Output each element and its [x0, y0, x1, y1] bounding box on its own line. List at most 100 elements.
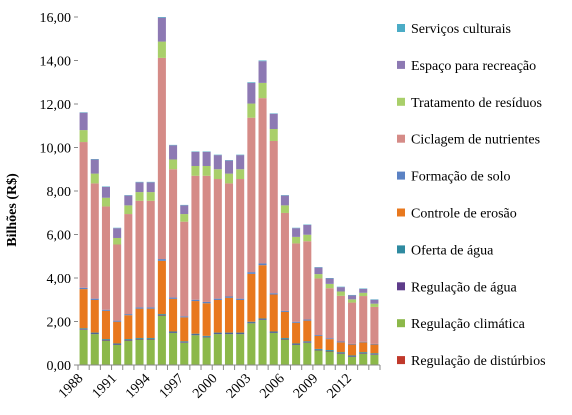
bar-segment — [280, 338, 289, 339]
bar-segment — [348, 344, 357, 356]
bar-segment — [146, 192, 155, 201]
bar-segment — [124, 315, 133, 340]
bar-segment — [213, 332, 222, 334]
bar-segment — [101, 339, 110, 340]
bar-segment — [359, 352, 368, 354]
bar-segment — [303, 320, 312, 342]
bar-segment — [236, 298, 245, 300]
bar-segment — [336, 353, 345, 354]
x-tick-label: 2006 — [257, 371, 287, 401]
bar-segment — [247, 82, 256, 104]
bar-segment — [113, 237, 122, 245]
y-axis-label: Bilhões (R$) — [5, 173, 20, 247]
bar-segment — [180, 341, 189, 343]
y-tick-label: 6,00 — [47, 229, 72, 244]
bar-segment — [336, 295, 345, 342]
bar-segment — [157, 315, 166, 365]
bar-segment — [113, 228, 122, 238]
bar-segment — [314, 348, 323, 350]
bar-segment — [236, 334, 245, 365]
legend-swatch — [397, 245, 405, 254]
bar-segment — [146, 308, 155, 339]
bar-segment — [213, 169, 222, 180]
bar-segment — [280, 205, 289, 213]
bar-segment — [258, 319, 267, 365]
bar-segment — [336, 342, 345, 353]
bar-segment — [101, 197, 110, 207]
bar-segment — [90, 334, 99, 365]
bar-segment — [269, 140, 278, 294]
bar-segment — [124, 314, 133, 316]
y-tick-label: 8,00 — [47, 185, 72, 200]
bar-segment — [269, 129, 278, 141]
x-tick-label: 2009 — [291, 371, 321, 401]
bar-segment — [325, 338, 334, 340]
legend-label: Oferta de água — [411, 243, 494, 258]
legend-swatch — [397, 319, 405, 328]
x-tick-label: 1988 — [56, 371, 86, 401]
legend-label: Formação de solo — [411, 170, 511, 185]
bar-segment — [180, 342, 189, 343]
bar-segment — [325, 288, 334, 339]
legend-swatch — [397, 97, 405, 106]
bar-segment — [124, 214, 133, 315]
bar-segment — [292, 322, 301, 344]
bar-segment — [90, 183, 99, 299]
bar-segment — [169, 297, 178, 299]
bar-segment — [314, 278, 323, 335]
legend-swatch — [397, 134, 405, 143]
bar-segment — [370, 353, 379, 355]
bar-segment — [135, 182, 144, 193]
bar-segment — [280, 212, 289, 311]
bar-segment — [348, 356, 357, 357]
bar-segment — [280, 310, 289, 312]
bar-segment — [191, 301, 200, 334]
y-tick-label: 2,00 — [47, 316, 72, 331]
bar-segment — [101, 339, 110, 341]
bar-segment — [157, 314, 166, 316]
bar-segment — [191, 299, 200, 302]
bar-segment — [180, 317, 189, 342]
bar-segment — [258, 60, 267, 62]
bar-segment — [101, 340, 110, 365]
y-tick-label: 12,00 — [40, 98, 72, 113]
bar-segment — [79, 112, 88, 131]
bar-segment — [348, 343, 357, 345]
bar-segment — [202, 175, 211, 302]
bar-segment — [359, 353, 368, 354]
bar-segment — [292, 236, 301, 244]
bar-segment — [292, 228, 301, 237]
bar-segment — [180, 214, 189, 222]
bar-segment — [269, 332, 278, 334]
bar-segment — [90, 298, 99, 300]
y-tick-label: 10,00 — [40, 142, 72, 157]
bar-segment — [325, 339, 334, 350]
bar-segment — [146, 182, 155, 193]
bar-segment — [314, 274, 323, 279]
bar-segment — [269, 294, 278, 332]
y-tick-label: 0,00 — [47, 359, 72, 374]
bar-segment — [247, 82, 256, 83]
bar-segment — [258, 319, 267, 320]
bar-segment — [101, 309, 110, 311]
bar-segment — [146, 338, 155, 340]
bar-segment — [213, 155, 222, 170]
bar-segment — [359, 342, 368, 353]
bar-segment — [370, 354, 379, 365]
x-axis: 1988 1991 1994 1997 2000 2003 2006 2009 2012 — [56, 364, 381, 402]
bar-segment — [202, 301, 211, 304]
bar-segment — [202, 337, 211, 365]
bar-segment — [157, 260, 166, 315]
bar-segment — [258, 318, 267, 320]
bar-segment — [336, 291, 345, 296]
bar-segment — [202, 165, 211, 176]
bar-segment — [180, 205, 189, 215]
bar-segment — [135, 339, 144, 365]
bar-segment — [370, 303, 379, 307]
bar-segment — [247, 103, 256, 118]
bar-segment — [269, 333, 278, 365]
bar-segment — [213, 179, 222, 299]
y-tick-label: 16,00 — [40, 11, 72, 26]
bar-segment — [124, 205, 133, 215]
